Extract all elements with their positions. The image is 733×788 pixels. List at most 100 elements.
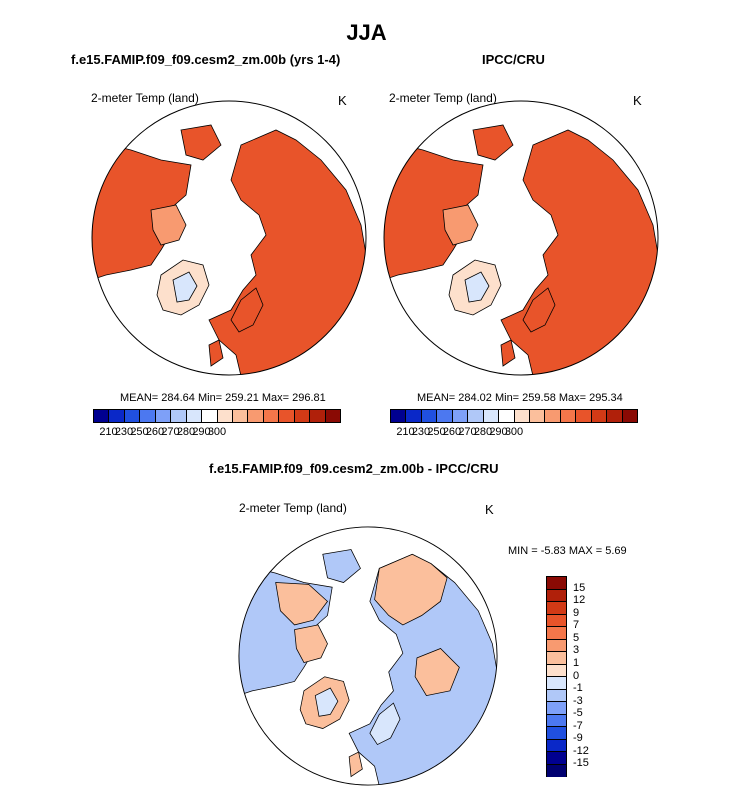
- colorbar-tick-label: 0: [573, 669, 580, 682]
- obs-colorbar: [390, 409, 638, 423]
- colorbar-tick-label: 280: [473, 426, 493, 438]
- colorbar-swatch: [437, 410, 453, 422]
- colorbar-tick-label: 250: [130, 426, 149, 438]
- diff-variable-label: 2-meter Temp (land): [239, 501, 347, 515]
- colorbar-swatch: [499, 410, 515, 422]
- colorbar-tick-label: 230: [114, 426, 134, 438]
- obs-variable-label: 2-meter Temp (land): [389, 91, 497, 105]
- colorbar-swatch: [545, 410, 561, 422]
- model-stats: MEAN= 284.64 Min= 259.21 Max= 296.81: [120, 392, 326, 404]
- greenland-interior: [314, 687, 339, 717]
- colorbar-swatch: [607, 410, 623, 422]
- colorbar-swatch: [547, 727, 566, 740]
- colorbar-tick-label: -9: [573, 732, 583, 745]
- colorbar-swatch: [483, 410, 500, 422]
- north-america-positive-anomaly: [275, 582, 329, 626]
- siberia-positive-anomaly: [414, 648, 460, 696]
- colorbar-tick-label: -7: [573, 719, 583, 732]
- colorbar-swatch: [279, 410, 295, 422]
- colorbar-swatch: [140, 410, 156, 422]
- colorbar-swatch: [622, 410, 637, 422]
- colorbar-tick-label: 300: [207, 426, 227, 438]
- colorbar-tick-label: 290: [489, 426, 508, 438]
- colorbar-tick-label: -3: [573, 694, 583, 707]
- colorbar-swatch: [406, 410, 422, 422]
- colorbar-tick-label: 230: [411, 426, 431, 438]
- colorbar-swatch: [547, 714, 566, 727]
- colorbar-tick-label: 210: [99, 426, 118, 438]
- colorbar-tick-label: 3: [573, 644, 580, 657]
- colorbar-swatch: [547, 639, 566, 652]
- obs-colorbar-ticks: 210 230 250 260 270 280 290 300: [390, 426, 638, 440]
- colorbar-swatch: [514, 410, 530, 422]
- colorbar-tick-label: -12: [573, 744, 589, 757]
- alaska-region: [322, 549, 361, 583]
- figure-title: JJA: [346, 20, 387, 45]
- obs-polar-map: [383, 100, 659, 376]
- model-colorbar: [93, 409, 341, 423]
- colorbar-swatch: [294, 410, 311, 422]
- colorbar-swatch: [202, 410, 218, 422]
- diff-polar-map: [238, 526, 498, 786]
- colorbar-swatch: [248, 410, 264, 422]
- colorbar-tick-label: 270: [458, 426, 477, 438]
- colorbar-tick-label: 5: [573, 631, 580, 644]
- colorbar-swatch: [560, 410, 577, 422]
- obs-stats: MEAN= 284.02 Min= 259.58 Max= 295.34: [417, 392, 623, 404]
- british-isles: [208, 339, 224, 367]
- colorbar-swatch: [155, 410, 172, 422]
- diff-stats: MIN = -5.83 MAX = 5.69: [508, 545, 627, 557]
- colorbar-swatch: [124, 410, 141, 422]
- arctic-archipelago: [442, 204, 479, 246]
- greenland-interior: [464, 271, 490, 303]
- colorbar-swatch: [325, 410, 340, 422]
- colorbar-swatch: [547, 764, 566, 777]
- colorbar-tick-label: -1: [573, 682, 583, 695]
- colorbar-tick-label: 290: [192, 426, 211, 438]
- eurasia-positive-anomaly: [374, 553, 448, 626]
- british-isles: [500, 339, 516, 367]
- alaska-region: [180, 124, 222, 161]
- colorbar-swatch: [452, 410, 469, 422]
- model-units-label: K: [338, 93, 347, 108]
- colorbar-swatch: [186, 410, 203, 422]
- diff-panel-title: f.e15.FAMIP.f09_f09.cesm2_zm.00b - IPCC/…: [209, 461, 499, 476]
- colorbar-swatch: [547, 702, 566, 715]
- colorbar-swatch: [547, 752, 566, 765]
- colorbar-swatch: [547, 652, 566, 665]
- colorbar-tick-label: 12: [573, 594, 586, 607]
- model-polar-map: [91, 100, 367, 376]
- colorbar-swatch: [547, 627, 566, 640]
- colorbar-swatch: [171, 410, 187, 422]
- model-variable-label: 2-meter Temp (land): [91, 91, 199, 105]
- diff-colorbar-ticks: 15 12 9 7 5 3 1 0 -1 -3 -5 -7 -9 -12 -15: [573, 576, 603, 777]
- arctic-archipelago: [294, 624, 328, 664]
- colorbar-tick-label: 15: [573, 581, 586, 594]
- scandinavia-region: [522, 287, 556, 333]
- colorbar-tick-label: -15: [573, 757, 589, 770]
- model-panel-title: f.e15.FAMIP.f09_f09.cesm2_zm.00b (yrs 1-…: [71, 52, 341, 67]
- colorbar-swatch: [421, 410, 438, 422]
- alaska-region: [472, 124, 514, 161]
- colorbar-swatch: [547, 664, 566, 677]
- colorbar-tick-label: 270: [161, 426, 180, 438]
- obs-units-label: K: [633, 93, 642, 108]
- colorbar-swatch: [547, 677, 566, 690]
- colorbar-swatch: [576, 410, 592, 422]
- colorbar-swatch: [232, 410, 249, 422]
- colorbar-swatch: [547, 577, 566, 590]
- europe-negative-anomaly: [369, 702, 401, 746]
- colorbar-swatch: [94, 410, 110, 422]
- colorbar-swatch: [529, 410, 546, 422]
- colorbar-tick-label: 250: [427, 426, 446, 438]
- arctic-archipelago: [150, 204, 187, 246]
- greenland-interior: [172, 271, 198, 303]
- colorbar-tick-label: 1: [573, 656, 580, 669]
- diff-colorbar: [546, 576, 567, 777]
- colorbar-swatch: [468, 410, 484, 422]
- colorbar-swatch: [263, 410, 280, 422]
- colorbar-tick-label: 9: [573, 606, 580, 619]
- colorbar-swatch: [109, 410, 125, 422]
- colorbar-swatch: [391, 410, 407, 422]
- colorbar-tick-label: 260: [442, 426, 462, 438]
